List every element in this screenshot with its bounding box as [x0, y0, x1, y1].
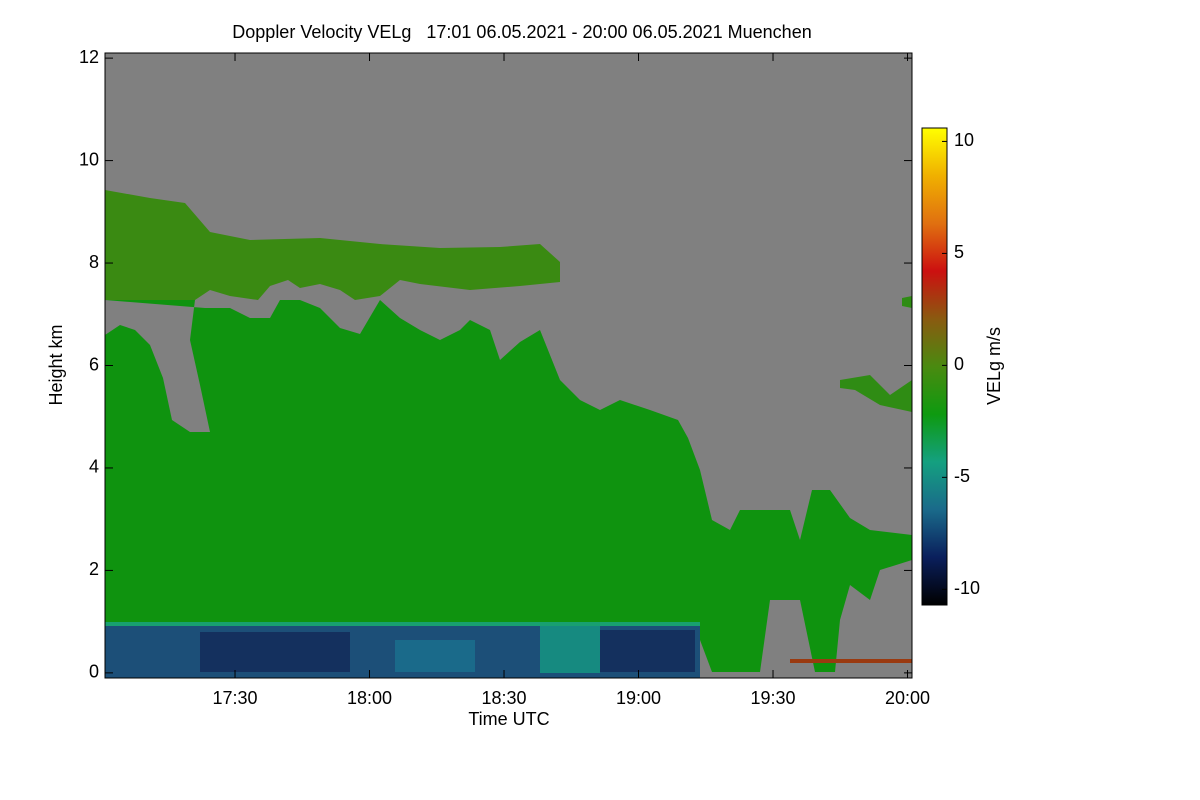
y-axis-label: Height km [46, 324, 66, 405]
x-tick-label: 17:30 [212, 688, 257, 708]
chart-title: Doppler Velocity VELg 17:01 06.05.2021 -… [232, 22, 811, 42]
colorbar-tick-label: 5 [954, 242, 964, 262]
y-tick-label: 12 [79, 47, 99, 67]
colorbar-tick-label: 0 [954, 354, 964, 374]
x-tick-label: 20:00 [885, 688, 930, 708]
colorbar [921, 127, 948, 606]
x-tick-label: 18:30 [481, 688, 526, 708]
surface-return [790, 659, 912, 663]
boundary-layer-mix [540, 625, 600, 673]
small-cloud [902, 296, 912, 308]
boundary-layer-core [600, 630, 695, 672]
colorbar-tick-label: 10 [954, 130, 974, 150]
y-tick-label: 10 [79, 149, 99, 169]
y-tick-label: 8 [89, 252, 99, 272]
colorbar-label: VELg m/s [984, 327, 1004, 405]
main-cloud [105, 300, 912, 672]
x-axis-label: Time UTC [468, 709, 549, 729]
colorbar-tick-label: -10 [954, 578, 980, 598]
boundary-layer-mix [395, 640, 475, 672]
y-tick-label: 4 [89, 457, 99, 477]
x-tick-label: 19:00 [616, 688, 661, 708]
velocity-field [105, 190, 912, 678]
upper-cloud-layer [105, 190, 560, 300]
y-tick-label: 0 [89, 662, 99, 682]
colorbar-tick-label: -5 [954, 466, 970, 486]
x-tick-label: 18:00 [347, 688, 392, 708]
boundary-layer-core [200, 632, 350, 672]
y-tick-label: 6 [89, 354, 99, 374]
small-cloud [840, 375, 912, 412]
y-tick-label: 2 [89, 559, 99, 579]
boundary-layer-top [105, 622, 700, 626]
x-tick-label: 19:30 [750, 688, 795, 708]
